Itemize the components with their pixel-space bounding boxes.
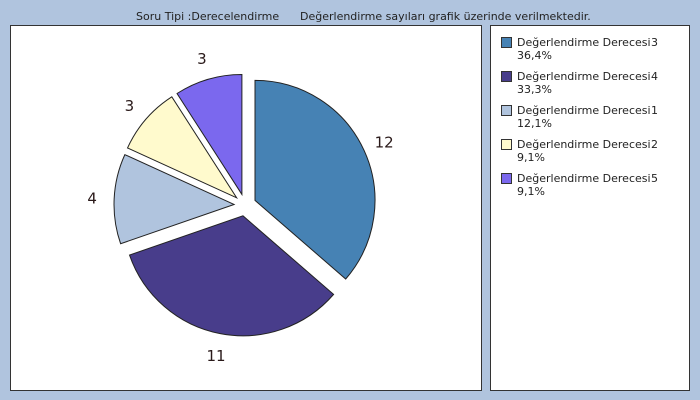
slice-value-label: 11 (206, 347, 225, 365)
legend-category: 4 (651, 70, 658, 83)
slice-value-label: 3 (197, 50, 207, 68)
legend-item: Değerlendirme Derecesi 1 12,1% (501, 104, 681, 132)
legend-swatch (501, 105, 512, 116)
legend-item: Değerlendirme Derecesi 4 33,3% (501, 70, 681, 98)
slice-value-label: 4 (87, 190, 97, 208)
chart-note: Değerlendirme sayıları grafik üzerinde v… (300, 10, 591, 23)
pie-slice-4 (128, 215, 335, 337)
legend-swatch (501, 173, 512, 184)
pie-slice-1 (113, 153, 236, 245)
legend-category: 5 (651, 172, 658, 185)
pie-slice-3 (254, 79, 376, 280)
legend-item: Değerlendirme Derecesi 3 36,4% (501, 36, 681, 64)
legend-item: Değerlendirme Derecesi 5 9,1% (501, 172, 681, 200)
legend-swatch (501, 37, 512, 48)
legend-panel: Değerlendirme Derecesi 3 36,4% Değerlend… (490, 25, 690, 391)
legend-swatch (501, 71, 512, 82)
pie-chart-panel: 12 11 4 3 3 (10, 25, 482, 391)
legend-item: Değerlendirme Derecesi 2 9,1% (501, 138, 681, 166)
question-type-label: Soru Tipi :Derecelendirme (136, 10, 280, 23)
legend-percent: 9,1% (517, 151, 545, 164)
slice-value-label: 12 (375, 133, 394, 151)
legend-label: Değerlendirme Derecesi (517, 138, 651, 151)
pie-chart: 12 11 4 3 3 (87, 50, 394, 365)
legend-label: Değerlendirme Derecesi (517, 70, 651, 83)
legend-label: Değerlendirme Derecesi (517, 36, 651, 49)
slice-value-label: 3 (125, 97, 135, 115)
pie-slice-5 (176, 73, 243, 197)
legend-category: 1 (651, 104, 658, 117)
legend-percent: 33,3% (517, 83, 552, 96)
pie-slice-2 (126, 96, 239, 199)
legend-label: Değerlendirme Derecesi (517, 172, 651, 185)
legend-category: 2 (651, 138, 658, 151)
legend-swatch (501, 139, 512, 150)
legend-percent: 9,1% (517, 185, 545, 198)
legend-category: 3 (651, 36, 658, 49)
legend-percent: 12,1% (517, 117, 552, 130)
legend-percent: 36,4% (517, 49, 552, 62)
legend-label: Değerlendirme Derecesi (517, 104, 651, 117)
